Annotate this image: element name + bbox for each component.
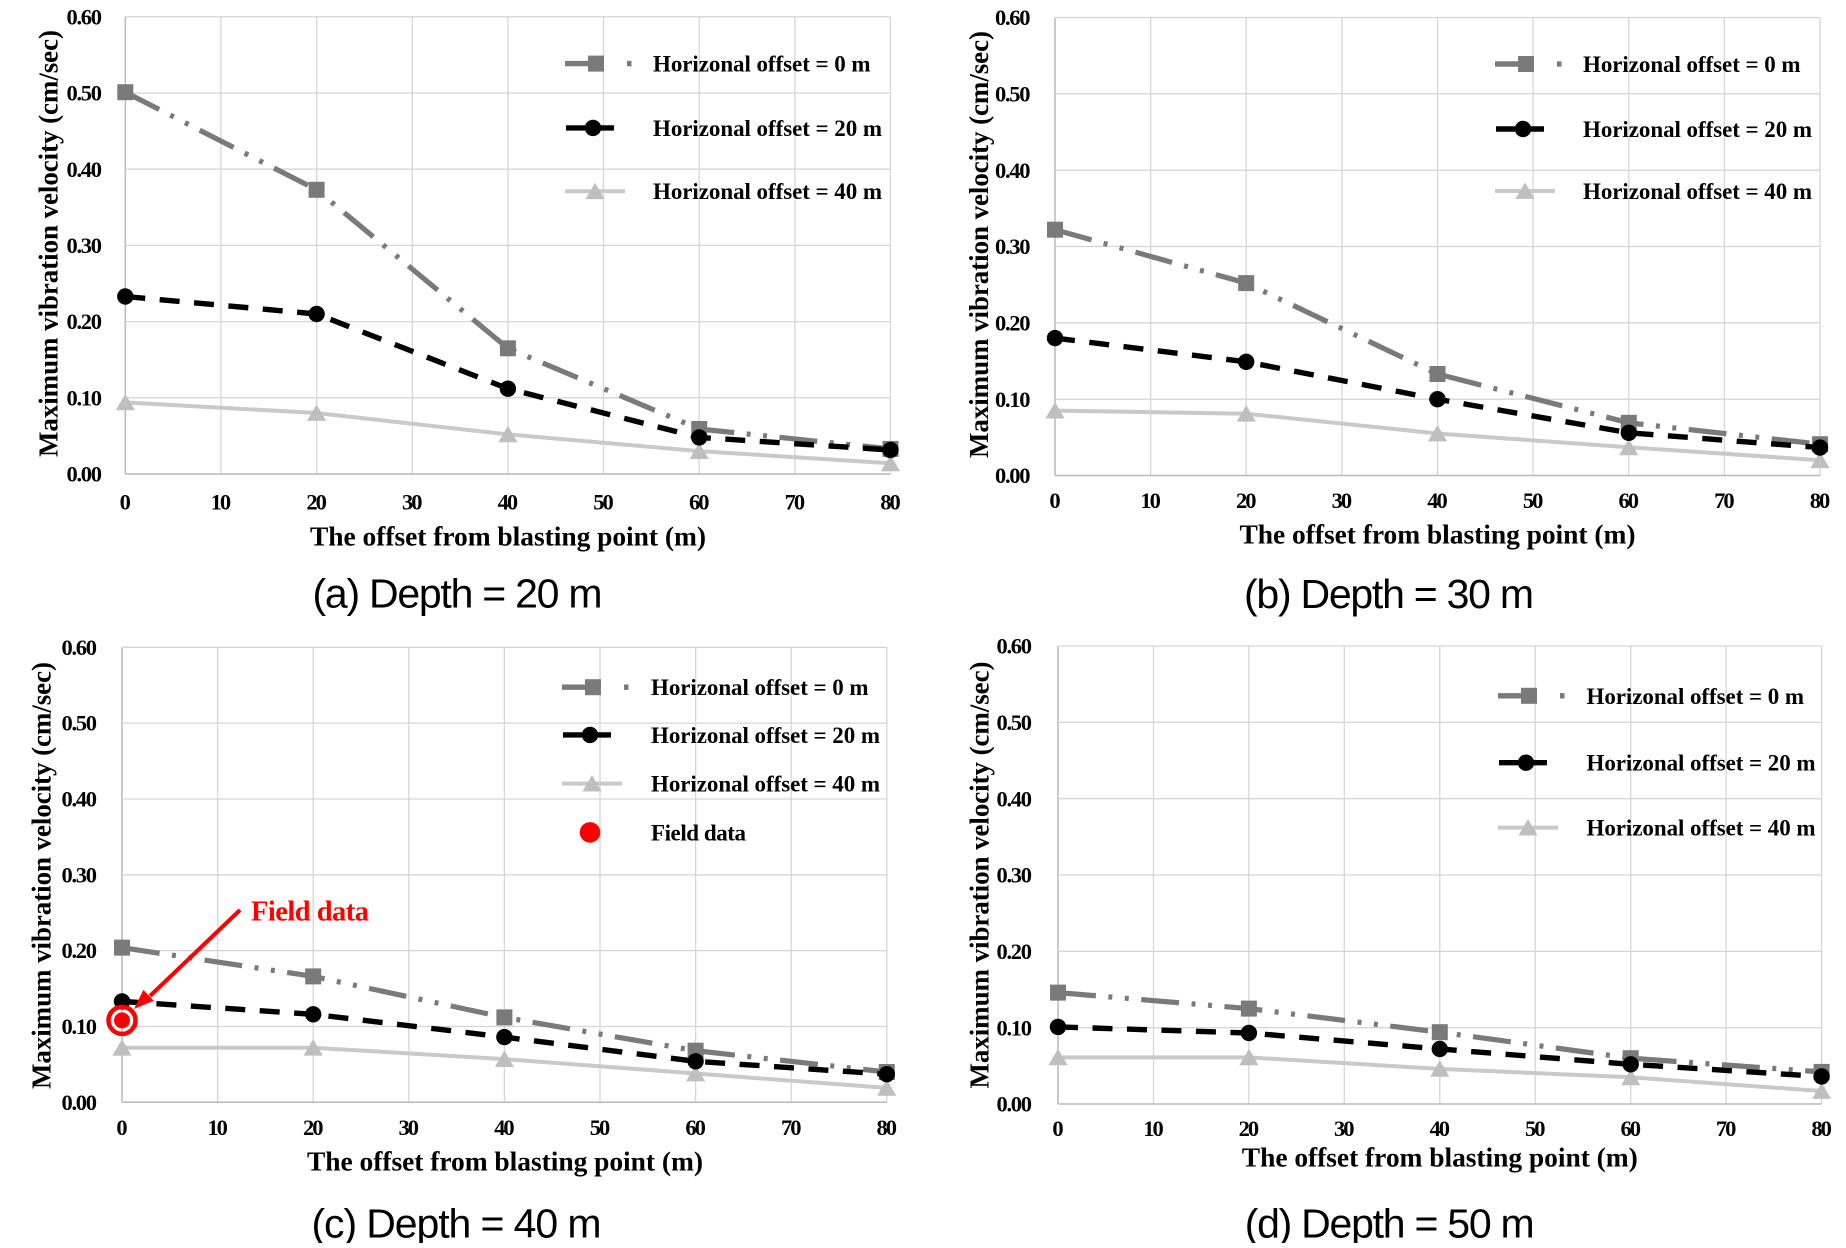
- svg-text:0.50: 0.50: [997, 710, 1033, 735]
- svg-text:30: 30: [1334, 1116, 1355, 1141]
- svg-text:The offset from blasting point: The offset from blasting point (m): [1242, 1142, 1638, 1173]
- svg-text:20: 20: [1236, 488, 1257, 513]
- svg-text:0.60: 0.60: [62, 635, 98, 660]
- svg-text:40: 40: [494, 1115, 515, 1140]
- svg-text:30: 30: [1332, 488, 1353, 513]
- svg-text:Horizonal offset = 20 m: Horizonal offset = 20 m: [651, 723, 880, 748]
- svg-text:Horizonal offset = 40 m: Horizonal offset = 40 m: [1587, 816, 1816, 841]
- svg-text:0.60: 0.60: [67, 4, 103, 29]
- svg-text:60: 60: [1620, 1116, 1641, 1141]
- svg-text:0.00: 0.00: [67, 462, 103, 487]
- svg-text:0.60: 0.60: [997, 634, 1033, 659]
- svg-text:Maximum vibration velocity (cm: Maximum vibration velocity (cm/sec): [964, 31, 994, 458]
- svg-text:Horizonal offset = 40 m: Horizonal offset = 40 m: [1583, 179, 1812, 204]
- svg-text:0.20: 0.20: [997, 939, 1033, 964]
- svg-text:50: 50: [1523, 488, 1544, 513]
- svg-text:10: 10: [211, 490, 232, 515]
- svg-text:60: 60: [689, 490, 710, 515]
- svg-text:Horizonal offset = 0 m: Horizonal offset = 0 m: [651, 675, 869, 700]
- svg-text:Horizonal offset = 40 m: Horizonal offset = 40 m: [651, 772, 880, 797]
- svg-text:70: 70: [1716, 1116, 1737, 1141]
- svg-text:30: 30: [402, 490, 423, 515]
- svg-text:0: 0: [1049, 488, 1060, 513]
- svg-text:70: 70: [781, 1115, 802, 1140]
- svg-text:70: 70: [785, 490, 806, 515]
- svg-text:50: 50: [1525, 1116, 1546, 1141]
- svg-text:0.10: 0.10: [995, 387, 1031, 412]
- svg-text:The offset from blasting point: The offset from blasting point (m): [310, 521, 706, 552]
- svg-text:40: 40: [498, 490, 519, 515]
- svg-text:70: 70: [1714, 488, 1735, 513]
- svg-text:0.40: 0.40: [995, 158, 1031, 183]
- svg-text:0.50: 0.50: [62, 711, 98, 736]
- svg-text:0.60: 0.60: [995, 5, 1031, 30]
- svg-text:(c) Depth = 40 m: (c) Depth = 40 m: [312, 1201, 602, 1244]
- svg-text:Horizonal offset = 0 m: Horizonal offset = 0 m: [1587, 684, 1805, 709]
- svg-text:40: 40: [1427, 488, 1448, 513]
- svg-text:0.10: 0.10: [67, 385, 103, 410]
- svg-text:0.00: 0.00: [997, 1092, 1033, 1117]
- svg-text:0.30: 0.30: [995, 234, 1031, 259]
- svg-text:20: 20: [306, 490, 327, 515]
- svg-text:50: 50: [593, 490, 614, 515]
- svg-text:0: 0: [116, 1115, 127, 1140]
- svg-text:Field data: Field data: [651, 820, 747, 845]
- svg-text:0.30: 0.30: [997, 863, 1033, 888]
- svg-text:10: 10: [207, 1115, 228, 1140]
- svg-text:30: 30: [399, 1115, 420, 1140]
- svg-text:40: 40: [1430, 1116, 1451, 1141]
- svg-text:0.20: 0.20: [67, 309, 103, 334]
- svg-text:Horizonal offset = 0 m: Horizonal offset = 0 m: [653, 52, 871, 77]
- svg-text:20: 20: [1239, 1116, 1260, 1141]
- svg-text:60: 60: [1619, 488, 1640, 513]
- svg-text:The offset from blasting point: The offset from blasting point (m): [1240, 519, 1636, 550]
- svg-text:0.40: 0.40: [62, 787, 98, 812]
- svg-text:60: 60: [685, 1115, 706, 1140]
- svg-text:(a) Depth = 20 m: (a) Depth = 20 m: [313, 571, 603, 617]
- svg-text:0.30: 0.30: [67, 233, 103, 258]
- svg-text:(b) Depth = 30 m: (b) Depth = 30 m: [1244, 571, 1534, 617]
- svg-text:10: 10: [1143, 1116, 1164, 1141]
- svg-text:0.40: 0.40: [67, 157, 103, 182]
- svg-text:Maximum vibration velocity (cm: Maximum vibration velocity (cm/sec): [965, 662, 995, 1089]
- svg-text:10: 10: [1140, 488, 1161, 513]
- svg-text:Maximum vibration velocity (cm: Maximum vibration velocity (cm/sec): [34, 30, 64, 457]
- svg-text:0.10: 0.10: [62, 1014, 98, 1039]
- svg-text:Maximum vibration velocity (cm: Maximum vibration velocity (cm/sec): [27, 662, 57, 1089]
- svg-text:80: 80: [1810, 488, 1831, 513]
- svg-text:80: 80: [880, 490, 901, 515]
- svg-text:0: 0: [1052, 1116, 1063, 1141]
- svg-text:50: 50: [590, 1115, 611, 1140]
- svg-text:Horizonal offset = 20 m: Horizonal offset = 20 m: [653, 116, 882, 141]
- svg-text:20: 20: [303, 1115, 324, 1140]
- svg-text:The offset from blasting point: The offset from blasting point (m): [307, 1146, 703, 1177]
- svg-text:0.00: 0.00: [62, 1090, 98, 1115]
- svg-text:80: 80: [1811, 1116, 1832, 1141]
- svg-text:Field data: Field data: [251, 897, 369, 928]
- svg-text:0.20: 0.20: [62, 938, 98, 963]
- svg-text:0.50: 0.50: [995, 81, 1031, 106]
- svg-text:80: 80: [877, 1115, 898, 1140]
- svg-text:Horizonal offset = 20 m: Horizonal offset = 20 m: [1587, 751, 1816, 776]
- svg-text:Horizonal offset = 0 m: Horizonal offset = 0 m: [1583, 52, 1801, 77]
- svg-text:0.30: 0.30: [62, 862, 98, 887]
- svg-text:0.50: 0.50: [67, 81, 103, 106]
- svg-text:0.20: 0.20: [995, 310, 1031, 335]
- svg-text:0.00: 0.00: [995, 463, 1031, 488]
- svg-text:0.10: 0.10: [997, 1015, 1033, 1040]
- svg-text:(d) Depth = 50 m: (d) Depth = 50 m: [1245, 1201, 1535, 1243]
- svg-text:0: 0: [120, 490, 131, 515]
- svg-text:Horizonal offset = 20 m: Horizonal offset = 20 m: [1583, 117, 1812, 142]
- svg-text:Horizonal offset = 40 m: Horizonal offset = 40 m: [653, 179, 882, 204]
- svg-text:0.40: 0.40: [997, 786, 1033, 811]
